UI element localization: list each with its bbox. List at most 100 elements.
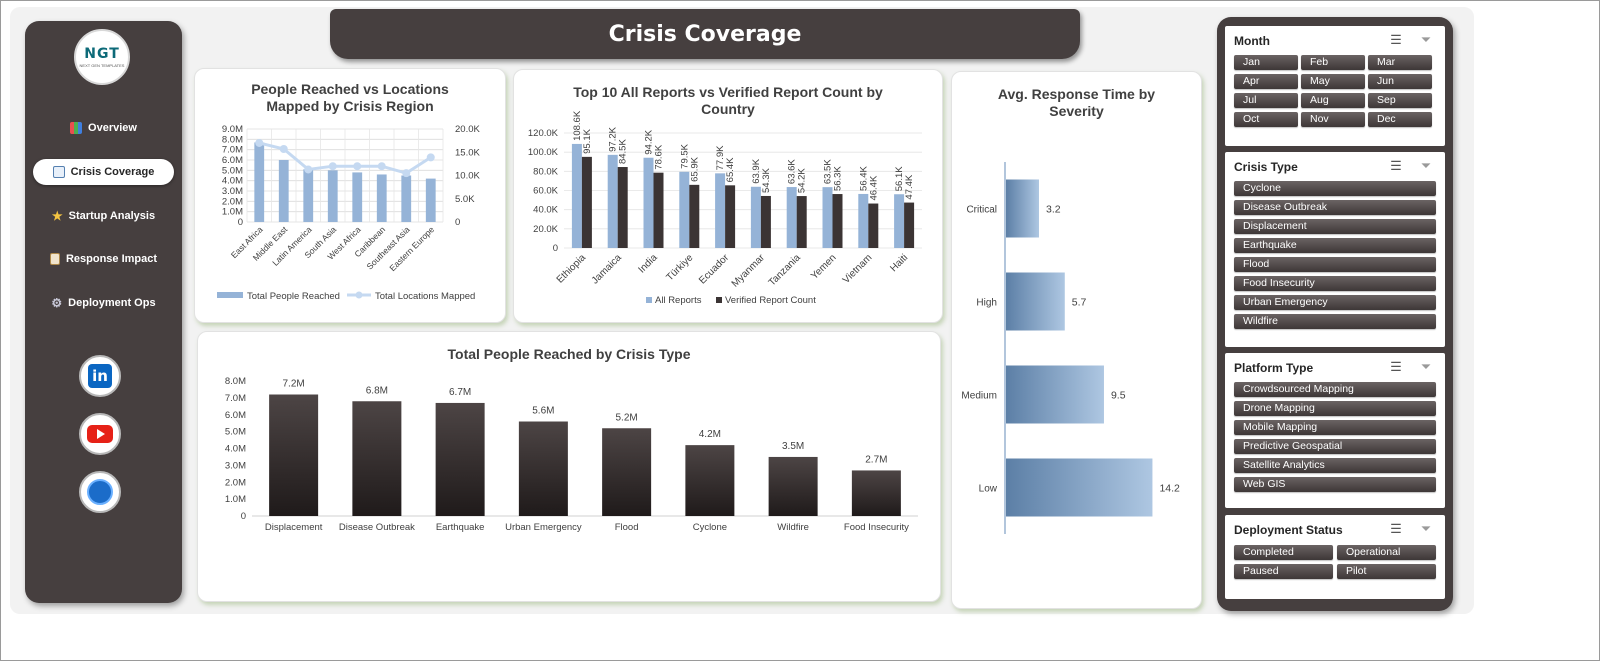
- slicer-button[interactable]: Oct: [1234, 112, 1298, 127]
- slicer-platform-type: Platform Type ☰ ⏷ Crowdsourced Mapping Dr…: [1225, 353, 1445, 508]
- chart-title: Total People Reached by Crisis Type: [447, 346, 691, 362]
- y-tick-label: 0: [238, 217, 243, 228]
- data-label: 97.2K: [608, 126, 619, 151]
- data-label: 95.1K: [582, 128, 593, 153]
- slicer-button[interactable]: May: [1301, 74, 1365, 89]
- slicer-button[interactable]: Jun: [1368, 74, 1432, 89]
- data-label: 14.2: [1159, 483, 1180, 495]
- y2-tick-label: 20.0K: [455, 124, 480, 135]
- x-tick-label: Türkiye: [664, 252, 695, 283]
- nav-overview[interactable]: Overview: [33, 115, 174, 141]
- y-tick-label: 1.0M: [225, 494, 246, 505]
- multi-select-icon[interactable]: ☰: [1390, 158, 1402, 173]
- country-bar-all-reports: [571, 143, 582, 248]
- y-tick-label: 7.0M: [225, 393, 246, 404]
- line-chart-icon: [52, 166, 65, 178]
- nav-response-impact[interactable]: Response Impact: [33, 246, 174, 272]
- multi-select-icon[interactable]: ☰: [1390, 521, 1402, 536]
- slicer-button[interactable]: Mobile Mapping: [1234, 420, 1436, 435]
- clear-filter-icon[interactable]: ⏷: [1420, 359, 1432, 374]
- country-bar-verified: [725, 185, 736, 248]
- y2-tick-label: 10.0K: [455, 171, 480, 182]
- severity-bar: [1006, 272, 1065, 331]
- y-tick-label: 6.0M: [222, 155, 243, 166]
- linkedin-button[interactable]: in: [79, 355, 121, 397]
- y-tick-label: 8.0M: [225, 376, 246, 387]
- slicer-button[interactable]: Food Insecurity: [1234, 276, 1436, 291]
- data-label: 63.9K: [751, 158, 762, 183]
- slicer-button[interactable]: Operational: [1337, 545, 1436, 560]
- country-bar-verified: [832, 194, 843, 248]
- y-tick-label: 120.0K: [528, 128, 559, 139]
- data-label: 84.5K: [618, 139, 629, 164]
- slicer-button[interactable]: Cyclone: [1234, 181, 1436, 196]
- country-bar-all-reports: [715, 173, 726, 248]
- severity-chart: 3.2 Critical 5.7 High 9.5 Medium 14.2 Low: [961, 162, 1180, 534]
- data-label: 4.2M: [699, 429, 721, 440]
- region-bar-people: [401, 175, 412, 222]
- slicer-button[interactable]: Predictive Geospatial: [1234, 439, 1436, 454]
- slicer-button[interactable]: Feb: [1301, 55, 1365, 70]
- country-bar-verified: [689, 184, 700, 248]
- slicer-title: Crisis Type: [1234, 160, 1298, 174]
- region-chart-card: People Reached vs Locations Mapped by Cr…: [194, 68, 506, 323]
- slicer-button[interactable]: Flood: [1234, 257, 1436, 272]
- region-point-locations: [353, 162, 362, 171]
- slicer-button[interactable]: Satellite Analytics: [1234, 458, 1436, 473]
- slicer-button[interactable]: Jan: [1234, 55, 1298, 70]
- slicer-button[interactable]: Disease Outbreak: [1234, 200, 1436, 215]
- slicer-button[interactable]: Displacement: [1234, 219, 1436, 234]
- y-tick-label: 2.0M: [225, 477, 246, 488]
- slicer-button[interactable]: Sep: [1368, 93, 1432, 108]
- slicer-button[interactable]: Drone Mapping: [1234, 401, 1436, 416]
- country-bar-verified: [760, 195, 771, 248]
- y-tick-label: 5.0M: [222, 165, 243, 176]
- slicer-button[interactable]: Urban Emergency: [1234, 295, 1436, 310]
- slicer-button[interactable]: Web GIS: [1234, 477, 1436, 492]
- clipboard-icon: [49, 253, 60, 265]
- slicer-button[interactable]: Pilot: [1337, 564, 1436, 579]
- slicer-button[interactable]: Nov: [1301, 112, 1365, 127]
- slicer-button[interactable]: Mar: [1368, 55, 1432, 70]
- data-label: 6.7M: [449, 387, 471, 398]
- region-point-locations: [255, 138, 264, 147]
- y-tick-label: 40.0K: [533, 205, 558, 216]
- nav-startup-analysis[interactable]: ★ Startup Analysis: [33, 203, 174, 229]
- data-label: 54.2K: [797, 168, 808, 193]
- data-label: 56.3K: [833, 166, 844, 191]
- multi-select-icon[interactable]: ☰: [1390, 359, 1402, 374]
- slicer-button[interactable]: Apr: [1234, 74, 1298, 89]
- slicer-button[interactable]: Earthquake: [1234, 238, 1436, 253]
- data-label: 5.2M: [616, 412, 638, 423]
- multi-select-icon[interactable]: ☰: [1390, 32, 1402, 47]
- nav-crisis-coverage[interactable]: Crisis Coverage: [33, 159, 174, 185]
- website-button[interactable]: [79, 471, 121, 513]
- youtube-button[interactable]: [79, 413, 121, 455]
- y-tick-label: 2.0M: [222, 196, 243, 207]
- clear-filter-icon[interactable]: ⏷: [1420, 521, 1432, 536]
- nav-deployment-ops[interactable]: ⚙ Deployment Ops: [33, 290, 174, 316]
- y-tick-label: 1.0M: [222, 207, 243, 218]
- legend-swatch-verified: [716, 297, 722, 303]
- slicer-button[interactable]: Paused: [1234, 564, 1333, 579]
- clear-filter-icon[interactable]: ⏷: [1420, 32, 1432, 47]
- x-tick-label: Ethiopia: [555, 252, 589, 286]
- linkedin-icon: in: [88, 364, 112, 388]
- data-label: 65.9K: [689, 156, 700, 181]
- slicer-button[interactable]: Crowdsourced Mapping: [1234, 382, 1436, 397]
- region-point-locations: [426, 153, 435, 162]
- slicer-button[interactable]: Dec: [1368, 112, 1432, 127]
- slicer-button[interactable]: Aug: [1301, 93, 1365, 108]
- slicer-button[interactable]: Wildfire: [1234, 314, 1436, 329]
- clear-filter-icon[interactable]: ⏷: [1420, 158, 1432, 173]
- data-label: 3.5M: [782, 441, 804, 452]
- country-bar-all-reports: [750, 186, 761, 248]
- brand-logo[interactable]: NGT NEXT GEN TEMPLATES: [74, 29, 130, 85]
- slicer-button[interactable]: Jul: [1234, 93, 1298, 108]
- data-label: 79.5K: [679, 143, 690, 168]
- legend-label: Total Locations Mapped: [375, 291, 475, 302]
- slicer-button[interactable]: Completed: [1234, 545, 1333, 560]
- legend-swatch-people: [217, 292, 243, 298]
